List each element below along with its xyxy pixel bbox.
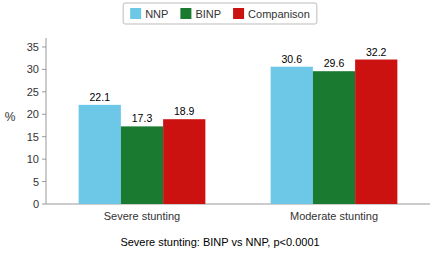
y-axis xyxy=(46,38,47,204)
y-tick xyxy=(42,91,46,92)
data-label: 29.6 xyxy=(324,57,345,69)
bar xyxy=(355,60,397,204)
bar xyxy=(163,119,205,204)
y-tick-label: 15 xyxy=(27,131,39,143)
chart: 0 5 10 15 20 25 30 35% 22.1 30.6 17.3 29.6 18.9 32.2 S… xyxy=(0,0,440,254)
y-tick-label: 30 xyxy=(27,63,39,75)
legend-swatch xyxy=(233,8,244,19)
y-tick-label: 35 xyxy=(27,41,39,53)
x-tick-label: Severe stunting xyxy=(104,210,180,222)
y-tick xyxy=(42,159,46,160)
y-tick xyxy=(42,204,46,205)
y-tick-label: 0 xyxy=(33,198,39,210)
bars xyxy=(79,60,398,204)
legend-label: Companison xyxy=(248,8,310,20)
legend-label: BINP xyxy=(195,8,221,20)
y-tick xyxy=(42,69,46,70)
y-axis-label: % xyxy=(5,110,16,124)
data-label: 22.1 xyxy=(90,91,111,103)
data-labels: 22.1 30.6 17.3 29.6 18.9 32.2 xyxy=(90,46,387,125)
bar xyxy=(79,105,121,204)
y-tick-label: 25 xyxy=(27,86,39,98)
bar xyxy=(271,67,313,204)
y-tick xyxy=(42,46,46,47)
x-tick-label: Moderate stunting xyxy=(290,210,378,222)
legend: NNP BINP Companison xyxy=(123,3,317,24)
y-tick-label: 5 xyxy=(33,176,39,188)
legend-label: NNP xyxy=(145,8,168,20)
legend-swatch xyxy=(130,8,141,19)
data-label: 17.3 xyxy=(132,112,153,124)
data-label: 30.6 xyxy=(282,53,303,65)
y-tick xyxy=(42,136,46,137)
legend-frame xyxy=(123,3,317,24)
y-tick xyxy=(42,181,46,182)
data-label: 32.2 xyxy=(366,46,387,58)
y-tick xyxy=(42,114,46,115)
y-tick-label: 10 xyxy=(27,153,39,165)
footnote: Severe stunting: BINP vs NNP, p<0.0001 xyxy=(120,236,319,248)
data-label: 18.9 xyxy=(174,105,195,117)
y-tick-label: 20 xyxy=(27,108,39,120)
legend-swatch xyxy=(180,8,191,19)
bar xyxy=(313,71,355,204)
bar xyxy=(121,126,163,204)
